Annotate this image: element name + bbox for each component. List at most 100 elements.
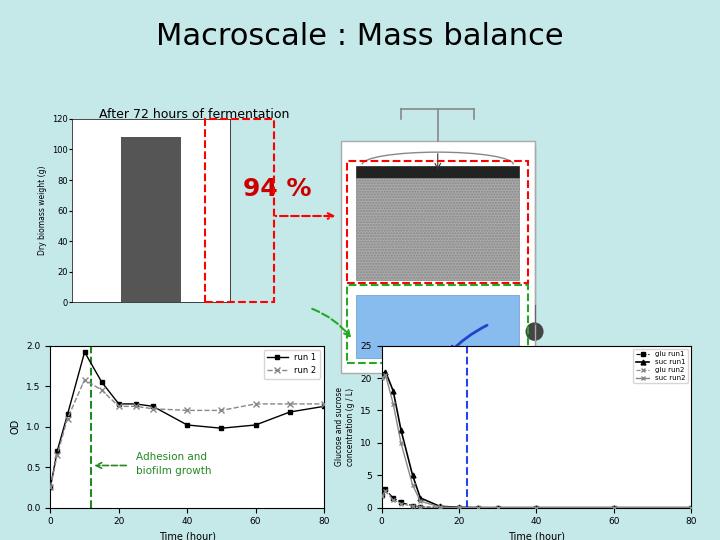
glu run2	[416, 504, 425, 510]
suc run1	[532, 504, 541, 511]
glu run2	[397, 501, 405, 507]
glu run1	[532, 504, 541, 511]
suc run1	[377, 372, 386, 378]
suc run1	[381, 368, 390, 375]
suc run2	[397, 440, 405, 446]
X-axis label: Time (hour): Time (hour)	[508, 532, 565, 540]
run 2	[251, 401, 260, 407]
suc run2	[416, 498, 425, 504]
Legend: run 1, run 2: run 1, run 2	[264, 350, 320, 379]
Bar	[356, 178, 519, 280]
suc run2	[493, 504, 502, 511]
glu run2	[455, 504, 464, 511]
glu run2	[389, 497, 397, 503]
glu run2	[687, 504, 696, 511]
run 2	[286, 401, 294, 407]
Line: suc run1: suc run1	[379, 369, 693, 510]
suc run1	[493, 504, 502, 511]
Bar	[347, 285, 528, 363]
glu run2	[377, 492, 386, 499]
Bar	[121, 137, 181, 302]
glu run1	[455, 504, 464, 511]
Line: run 2: run 2	[48, 377, 327, 490]
suc run1	[455, 504, 464, 510]
run 2	[217, 407, 226, 414]
run 1	[46, 484, 55, 490]
glu run2	[493, 504, 502, 511]
suc run2	[377, 375, 386, 381]
glu run2	[532, 504, 541, 511]
run 1	[286, 409, 294, 415]
run 2	[53, 451, 62, 458]
Bar	[341, 141, 534, 373]
Line: run 1: run 1	[48, 349, 326, 490]
X-axis label: Time (hour): Time (hour)	[158, 532, 216, 540]
Text: After 72 hours of fermentation: After 72 hours of fermentation	[99, 108, 289, 121]
suc run1	[416, 495, 425, 501]
suc run2	[532, 504, 541, 511]
glu run1	[687, 504, 696, 511]
suc run1	[389, 388, 397, 394]
glu run1	[377, 491, 386, 498]
run 1	[97, 379, 106, 386]
run 2	[320, 401, 328, 407]
suc run1	[474, 504, 482, 511]
Line: glu run1: glu run1	[379, 488, 693, 510]
run 2	[132, 403, 140, 409]
glu run2	[436, 504, 444, 511]
suc run2	[436, 504, 444, 510]
Bar	[356, 295, 519, 359]
Legend: glu run1, suc run1, glu run2, suc run2: glu run1, suc run1, glu run2, suc run2	[634, 349, 688, 383]
glu run2	[474, 504, 482, 511]
run 2	[46, 484, 55, 490]
suc run2	[474, 504, 482, 511]
run 1	[132, 401, 140, 407]
suc run2	[389, 401, 397, 407]
Y-axis label: Glucose and sucrose
concentration (g / L): Glucose and sucrose concentration (g / L…	[336, 387, 355, 466]
suc run1	[609, 504, 618, 511]
run 2	[63, 415, 72, 422]
Text: Macroscale : Mass balance: Macroscale : Mass balance	[156, 22, 564, 51]
glu run1	[474, 504, 482, 511]
Bar	[347, 161, 528, 283]
suc run1	[436, 503, 444, 510]
suc run1	[687, 504, 696, 511]
Line: suc run2: suc run2	[379, 372, 693, 510]
Y-axis label: OD: OD	[11, 419, 21, 434]
glu run1	[493, 504, 502, 511]
suc run1	[408, 472, 417, 478]
run 1	[320, 403, 328, 409]
suc run1	[397, 427, 405, 433]
Ellipse shape	[526, 323, 543, 340]
suc run2	[687, 504, 696, 511]
Bar	[356, 166, 519, 178]
Text: 94 %: 94 %	[243, 177, 312, 201]
glu run1	[416, 504, 425, 510]
run 1	[148, 403, 157, 409]
run 1	[183, 422, 192, 428]
run 2	[114, 403, 123, 409]
glu run1	[381, 486, 390, 492]
glu run1	[408, 502, 417, 509]
suc run2	[381, 372, 390, 378]
glu run1	[397, 499, 405, 505]
suc run2	[609, 504, 618, 511]
run 1	[63, 411, 72, 418]
run 1	[114, 401, 123, 407]
run 1	[251, 422, 260, 428]
glu run2	[609, 504, 618, 511]
glu run1	[436, 504, 444, 510]
glu run2	[381, 488, 390, 495]
glu run1	[389, 495, 397, 501]
run 2	[81, 376, 89, 383]
run 2	[183, 407, 192, 414]
suc run2	[455, 504, 464, 511]
suc run2	[408, 482, 417, 488]
run 2	[97, 387, 106, 393]
glu run1	[609, 504, 618, 511]
run 1	[81, 349, 89, 355]
glu run2	[408, 503, 417, 510]
Text: Adhesion and
biofilm growth: Adhesion and biofilm growth	[136, 453, 212, 476]
run 1	[217, 425, 226, 431]
run 1	[53, 448, 62, 454]
